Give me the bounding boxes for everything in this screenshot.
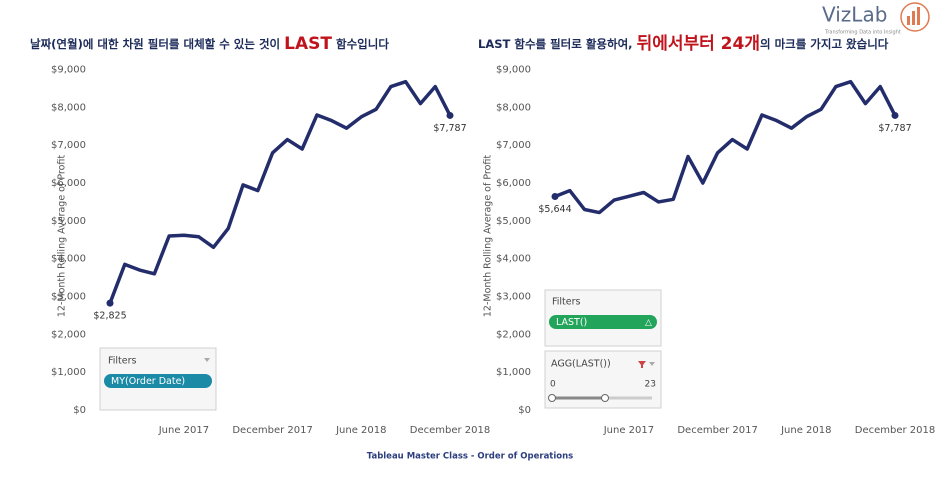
value-label: $5,644	[538, 204, 571, 215]
y-tick-label: $4,000	[496, 254, 531, 265]
x-tick-label: December 2017	[677, 425, 757, 436]
dropdown-icon[interactable]	[649, 362, 655, 366]
y-tick-label: $1,000	[51, 367, 86, 378]
filter-pill-icon: △	[645, 318, 652, 328]
y-tick-label: $5,000	[51, 216, 86, 227]
left-title: 날짜(연월)에 대한 차원 필터를 대체할 수 있는 것이 LAST 함수입니다	[30, 34, 389, 54]
right-title: LAST 함수를 필터로 활용하여, 뒤에서부터 24개의 마크를 가지고 왔습…	[478, 33, 889, 54]
logo-name: VizLab	[822, 3, 887, 27]
y-axis-label: 12-Month Rolling Average of Profit	[57, 155, 68, 318]
title-part: 의 마크를 가지고 왔습니다	[760, 37, 889, 51]
filter-pill-label: LAST()	[556, 317, 587, 328]
title-highlight: 뒤에서부터 24개	[637, 33, 760, 54]
point	[106, 299, 114, 307]
x-tick-label: June 2017	[158, 425, 209, 436]
value-label: $2,825	[93, 311, 126, 322]
x-tick-label: June 2017	[603, 425, 654, 436]
y-tick-label: $5,000	[496, 216, 531, 227]
y-tick-label: $3,000	[51, 292, 86, 303]
slider-title: AGG(LAST())	[551, 359, 611, 370]
logo-icon-bar	[917, 7, 920, 25]
line	[108, 79, 452, 304]
dropdown-icon	[204, 358, 210, 362]
y-tick-label: $2,000	[496, 329, 531, 340]
logo-icon-bar	[907, 16, 910, 25]
slider-max: 23	[645, 380, 656, 390]
title-part: 함수입니다	[336, 37, 389, 51]
slider-handle[interactable]	[548, 394, 556, 402]
x-tick-label: December 2018	[855, 425, 935, 436]
filter-pill[interactable]	[104, 374, 212, 388]
logo-tagline: Transforming Data into Insight	[824, 30, 901, 36]
x-tick-label: June 2018	[780, 425, 831, 436]
y-tick-label: $3,000	[496, 292, 531, 303]
y-tick-label: $2,000	[51, 329, 86, 340]
filter-title: Filters	[552, 297, 581, 308]
y-tick-label: $1,000	[496, 367, 531, 378]
slider-min: 0	[550, 380, 556, 390]
filter-title: Filters	[108, 356, 137, 367]
y-tick-label: $7,000	[496, 140, 531, 151]
value-label: $7,787	[433, 123, 466, 134]
x-tick-label: June 2018	[335, 425, 386, 436]
slider-handle[interactable]	[601, 394, 609, 402]
y-tick-label: $9,000	[51, 65, 86, 76]
y-tick-label: $6,000	[496, 178, 531, 189]
y-tick-label: $7,000	[51, 140, 86, 151]
line	[554, 79, 897, 215]
point	[891, 111, 899, 119]
value-label: $7,787	[878, 123, 911, 134]
y-tick-label: $8,000	[496, 102, 531, 113]
y-tick-label: $0	[73, 405, 86, 416]
logo-icon-bar	[912, 11, 915, 25]
filter-pill[interactable]	[549, 315, 657, 329]
y-tick-label: $4,000	[51, 254, 86, 265]
logo-icon	[900, 2, 930, 32]
point	[446, 111, 454, 119]
title-highlight: LAST	[284, 34, 332, 54]
y-tick-label: $8,000	[51, 102, 86, 113]
filter-pill-label: MY(Order Date)	[111, 376, 185, 387]
title-part: LAST 함수를 필터로 활용하여,	[478, 37, 633, 51]
point	[551, 193, 559, 201]
y-tick-label: $9,000	[496, 65, 531, 76]
y-tick-label: $6,000	[51, 178, 86, 189]
y-tick-label: $0	[518, 405, 531, 416]
filter-icon[interactable]	[638, 361, 646, 368]
x-tick-label: December 2017	[232, 425, 312, 436]
x-tick-label: December 2018	[410, 425, 490, 436]
y-axis-label: 12-Month Rolling Average of Profit	[483, 155, 494, 318]
footer: Tableau Master Class - Order of Operatio…	[367, 452, 573, 462]
title-part: 날짜(연월)에 대한 차원 필터를 대체할 수 있는 것이	[30, 37, 280, 51]
